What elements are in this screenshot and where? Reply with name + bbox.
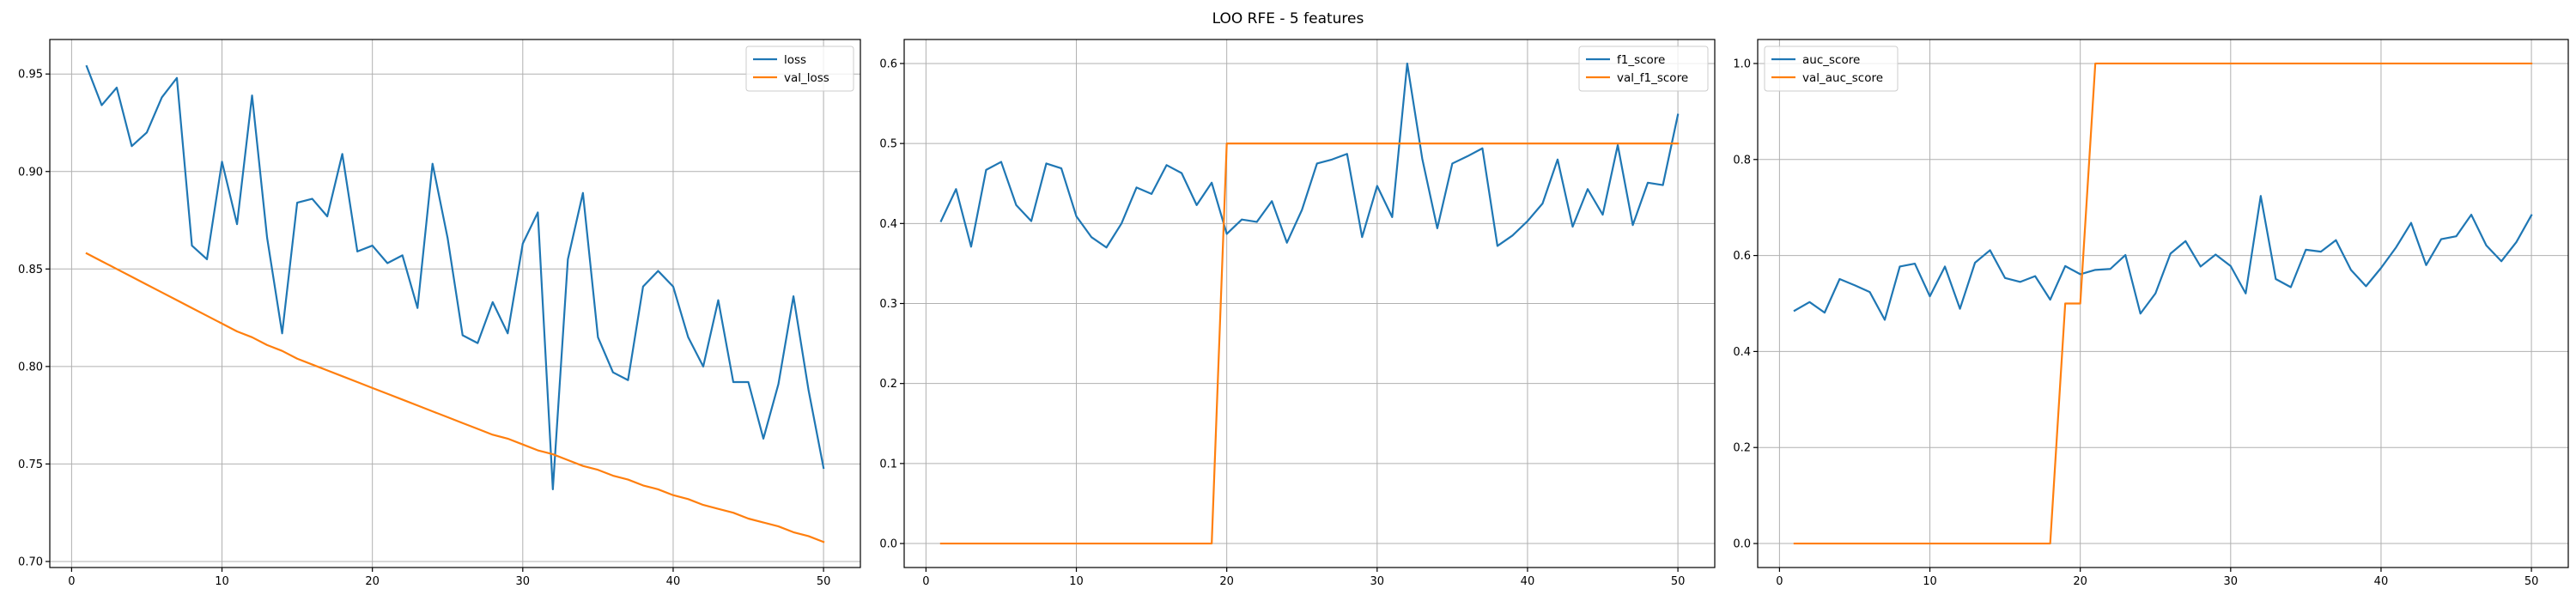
x-tick-label: 50 (1671, 575, 1686, 588)
series-line-val-auc-score (1793, 62, 2533, 545)
x-tick-label: 10 (1069, 575, 1084, 588)
x-tick-label: 30 (1370, 575, 1385, 588)
legend-frame (745, 46, 854, 92)
x-tick-label: 30 (516, 575, 531, 588)
y-tick-label: 0.6 (1733, 250, 1751, 263)
x-tick-label: 20 (2073, 575, 2087, 588)
y-tick-label: 0.5 (879, 138, 897, 151)
x-tick-label: 20 (1219, 575, 1234, 588)
x-tick-label: 50 (817, 575, 831, 588)
legend-label: val_auc_score (1802, 71, 1883, 85)
axes-frame (49, 39, 861, 568)
x-tick-label: 0 (922, 575, 929, 588)
series-line-val-loss (85, 252, 825, 543)
y-tick-label: 0.2 (1733, 442, 1751, 455)
legend-label: loss (784, 53, 806, 67)
legend-label: val_loss (784, 71, 829, 85)
y-tick-label: 0.6 (879, 58, 897, 70)
x-tick-label: 20 (365, 575, 380, 588)
x-tick-label: 0 (1776, 575, 1783, 588)
legend: auc_score val_auc_score (1764, 46, 1899, 92)
series-line-loss (85, 64, 825, 491)
y-tick-label: 0.1 (879, 458, 897, 470)
x-tick-label: 40 (666, 575, 681, 588)
y-tick-label: 0.80 (18, 361, 43, 373)
y-tick-label: 0.75 (18, 458, 43, 471)
legend: loss val_loss (745, 46, 854, 92)
y-tick-label: 1.0 (1733, 58, 1751, 70)
y-tick-label: 0.90 (18, 166, 43, 179)
y-tick-label: 0.3 (879, 298, 897, 311)
x-tick-label: 50 (2524, 575, 2539, 588)
legend-frame (1764, 46, 1899, 92)
legend-label: auc_score (1802, 53, 1860, 67)
legend-label: f1_score (1617, 53, 1665, 67)
subplots: 0 10 20 30 40 500.700.750.800.850.900.95lossv… (18, 39, 2569, 588)
axes-frame (1757, 39, 2569, 568)
y-tick-label: 0.85 (18, 264, 43, 276)
figure-suptitle: LOO RFE - 5 features (1212, 10, 1364, 27)
y-tick-label: 0.8 (1733, 154, 1751, 167)
x-tick-label: 10 (215, 575, 229, 588)
series-line-f1-score (939, 62, 1680, 249)
y-tick-label: 0.2 (879, 378, 897, 391)
series-line-auc-score (1793, 195, 2533, 321)
x-tick-label: 30 (2224, 575, 2239, 588)
y-tick-label: 0.4 (879, 218, 897, 231)
subplot-2: 0 10 20 30 40 50 0.0 0.1 0.2 0.3 0.4 0.5 0.6 f1_score… (879, 39, 1716, 588)
x-tick-label: 0 (68, 575, 75, 588)
subplot-1: 0 10 20 30 40 50 0.70 0.75 0.80 0.85 0.90 0.95 loss v… (18, 39, 861, 588)
x-tick-label: 40 (2374, 575, 2389, 588)
legend-frame (1578, 46, 1709, 92)
series-line-val-f1-score (939, 143, 1680, 545)
subplot-3: 0 10 20 30 40 50 0.0 0.2 0.4 0.6 0.8 1.0 auc_scoreva… (1733, 39, 2569, 588)
y-tick-label: 0.0 (879, 538, 897, 551)
y-tick-label: 0.70 (18, 555, 43, 568)
legend: f1_score val_f1_score (1578, 46, 1709, 92)
legend-label: val_f1_score (1617, 71, 1688, 85)
x-tick-label: 40 (1521, 575, 1535, 588)
x-tick-label: 10 (1923, 575, 1937, 588)
y-tick-label: 0.4 (1733, 346, 1751, 359)
y-tick-label: 0.0 (1733, 538, 1751, 551)
y-tick-label: 0.95 (18, 69, 43, 82)
